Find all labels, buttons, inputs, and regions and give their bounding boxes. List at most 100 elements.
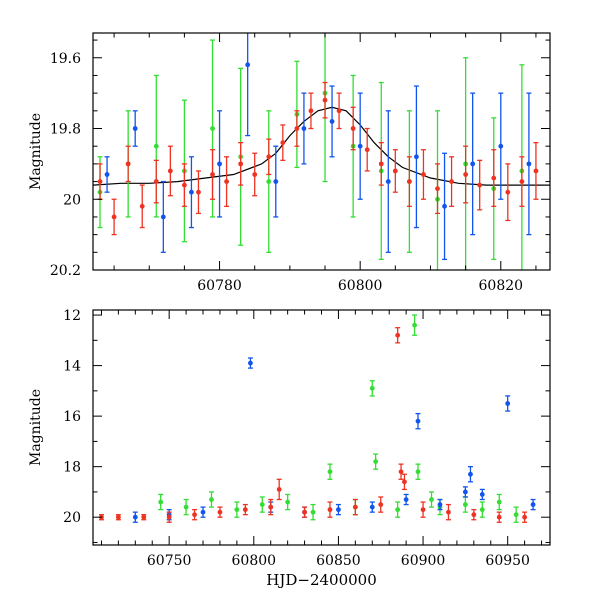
data-point [477,182,483,188]
data-point [336,507,341,513]
series-blue [132,357,536,523]
series-red [97,81,539,236]
data-point [238,161,244,167]
data-point [496,514,502,520]
model-curve [93,106,550,186]
data-point [519,179,525,184]
data-point [266,179,272,184]
data-point [183,504,189,510]
x-tick-label: 60750 [147,553,192,569]
y-axis-label: Magnitude [28,389,44,466]
data-point [97,179,103,184]
data-point [217,161,222,167]
data-point [479,492,485,497]
data-point [463,172,469,177]
y-tick-label: 19.8 [50,122,81,138]
data-point [468,471,473,477]
data-point [350,126,356,131]
data-point [352,504,358,510]
data-point [533,168,539,174]
plot-area [93,33,550,270]
x-tick-label: 60950 [485,553,530,569]
data-point [196,189,201,195]
data-point [245,62,251,68]
data-point [385,179,391,184]
x-tick-label: 60800 [338,278,383,294]
data-point [395,507,401,513]
axis-ticks [93,33,550,271]
data-point [369,385,375,391]
data-point [327,469,333,475]
series-blue [104,33,532,261]
data-point [471,512,477,518]
data-point [259,502,265,507]
data-point [104,172,110,177]
data-point [285,499,291,505]
series-green [97,33,525,270]
data-point [310,509,316,515]
y-tick-label: 20 [63,192,81,208]
data-point [437,502,443,507]
data-point [182,182,187,188]
data-point [153,143,159,149]
data-point [491,175,497,181]
data-point [462,502,468,507]
data-point [402,479,407,485]
data-point [395,332,401,338]
data-point [166,514,172,520]
data-point [378,502,384,507]
y-tick-label: 19.6 [50,51,81,67]
x-tick-label: 60820 [479,278,524,294]
data-point [446,509,451,515]
data-point [378,161,384,167]
data-point [530,502,536,507]
series-red [98,327,528,523]
series-green [158,314,519,523]
data-point [200,509,206,515]
data-point [210,126,215,131]
data-point [498,143,504,149]
data-point [429,497,434,502]
data-point [189,189,194,195]
data-point [160,214,166,220]
data-point [369,504,375,510]
data-point [322,97,328,103]
data-point [526,161,532,167]
data-point [406,179,412,184]
data-point [217,509,223,515]
data-point [329,119,335,124]
data-point [392,168,398,174]
data-point [141,514,147,520]
data-point [357,143,363,149]
axis-ticks [93,310,550,545]
data-point [234,507,240,513]
data-point [276,487,282,492]
data-point [462,489,468,495]
y-tick-label: 20.2 [50,263,81,279]
data-point [280,140,286,146]
data-point [132,514,138,520]
x-tick-label: 60800 [232,553,277,569]
y-tick-label: 12 [63,308,81,324]
data-point [242,507,248,513]
data-point [302,509,307,515]
data-point [336,108,342,114]
data-point [449,179,454,184]
x-tick-label: 60850 [316,553,361,569]
panel-top: 60780 60800 60820 19.6 19.8 20 20.2 Magnitude [28,32,551,294]
data-point [364,147,370,153]
data-point [111,214,117,220]
plot-area [98,314,536,523]
data-point [153,179,159,184]
data-point [115,514,121,520]
data-point [266,154,272,160]
data-point [192,512,197,518]
data-point [479,507,485,513]
plot-frame [92,32,551,271]
data-point [301,126,307,131]
data-point [158,499,164,505]
data-point [398,469,404,475]
data-point [435,186,440,192]
data-point [496,499,502,505]
